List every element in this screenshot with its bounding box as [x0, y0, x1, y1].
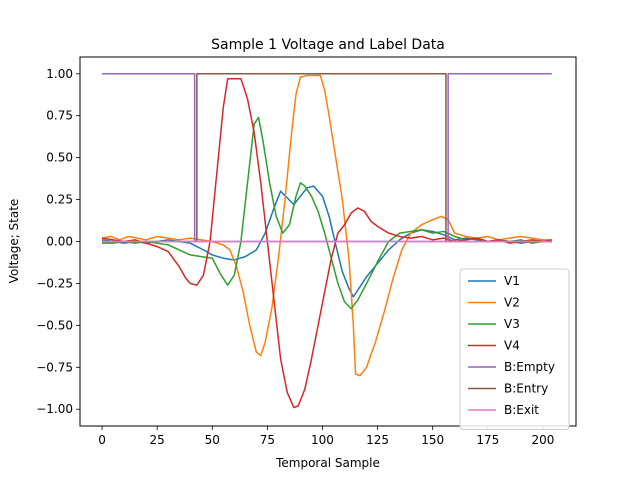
x-tick-label: 150 [421, 433, 444, 447]
y-tick-label: −0.75 [36, 360, 73, 374]
x-tick-label: 125 [366, 433, 389, 447]
x-tick-label: 50 [205, 433, 220, 447]
ticks-layer: 0 25 50 75 100 125 150 175 200 −1.00 −0.75 −0.50 −0.… [36, 67, 554, 447]
series-layer [101, 73, 552, 409]
legend-label: B:Exit [504, 403, 539, 417]
legend-label: V4 [504, 339, 520, 353]
legend-label: B:Empty [504, 360, 555, 374]
series-line-v1 [101, 185, 552, 298]
y-axis-label: Voltage; State [7, 199, 21, 284]
y-tick-label: 1.00 [46, 67, 73, 81]
legend-label: V3 [504, 317, 520, 331]
y-tick-label: −0.50 [36, 318, 73, 332]
x-tick-label: 175 [476, 433, 499, 447]
y-tick-label: 0.00 [46, 235, 73, 249]
x-tick-label: 100 [311, 433, 334, 447]
y-tick-label: −1.00 [36, 402, 73, 416]
x-tick-label: 0 [98, 433, 106, 447]
y-tick-label: 0.25 [46, 193, 73, 207]
legend-label: B:Entry [504, 382, 548, 396]
y-tick-label: −0.25 [36, 276, 73, 290]
x-tick-label: 25 [150, 433, 165, 447]
legend-box [459, 268, 570, 430]
y-tick-label: 0.75 [46, 109, 73, 123]
chart-title: Sample 1 Voltage and Label Data [211, 37, 445, 53]
y-tick-label: 0.50 [46, 151, 73, 165]
x-tick-label: 200 [531, 433, 554, 447]
x-tick-label: 75 [260, 433, 275, 447]
series-line-v3 [102, 116, 552, 310]
legend: V1 V2 V3 V4 B:Empty B:Entry B:Exit [459, 268, 570, 430]
x-axis-label: Temporal Sample [275, 456, 380, 470]
legend-label: V2 [504, 296, 520, 310]
legend-label: V1 [504, 274, 520, 288]
